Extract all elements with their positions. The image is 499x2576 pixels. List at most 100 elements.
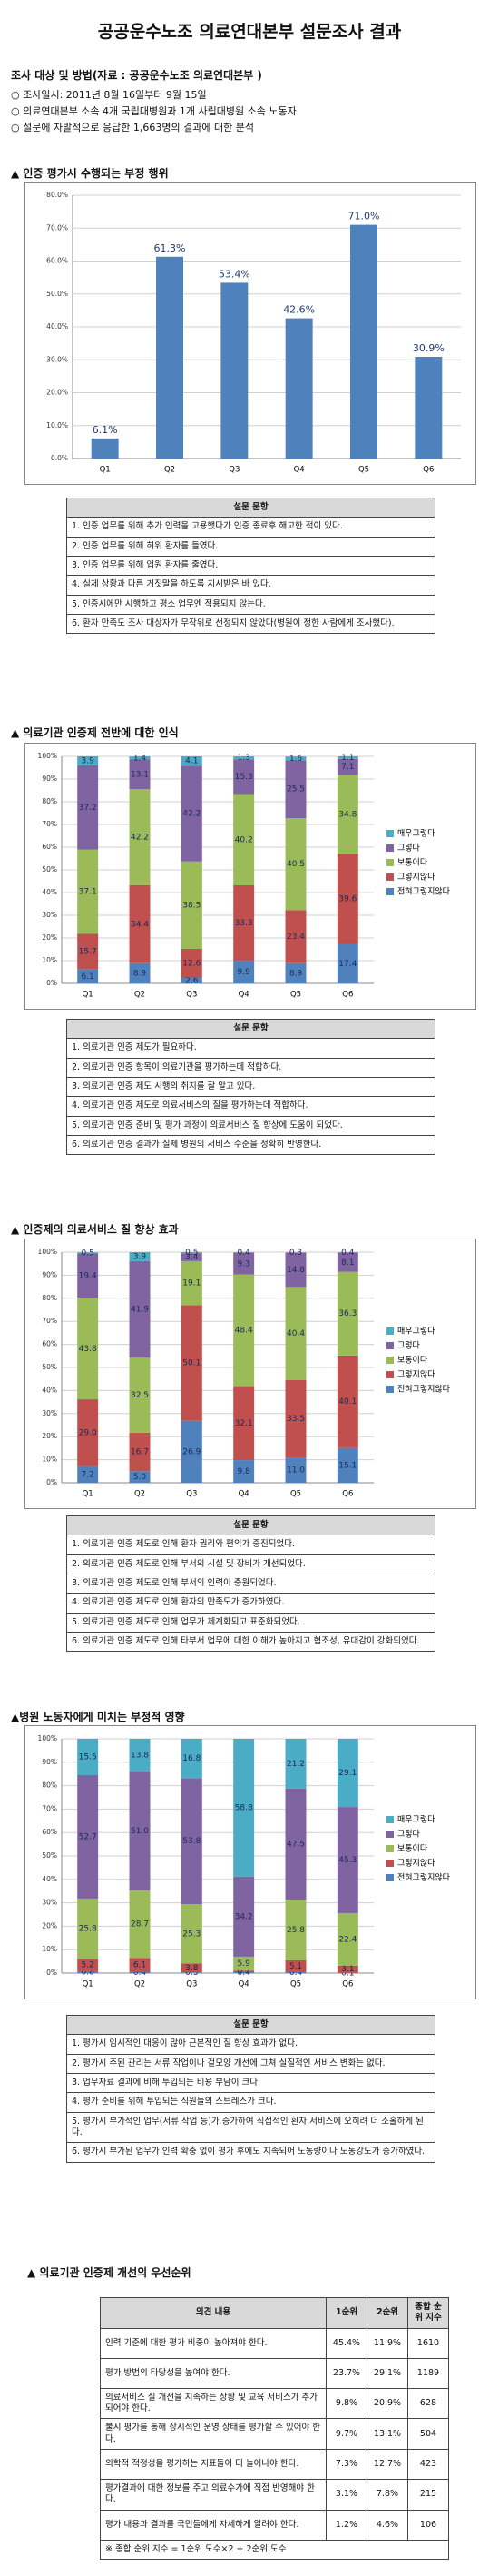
number-cell: 1610: [407, 2327, 449, 2359]
value-label: 7.2: [82, 1470, 94, 1479]
bar-segment: [181, 1739, 202, 1779]
bar-segment: [77, 1898, 99, 1959]
value-label: 0.4: [289, 1969, 303, 1978]
bar-segment: [233, 1460, 255, 1483]
value-label: 1.6: [289, 755, 303, 764]
bar-segment: [233, 1971, 255, 1973]
bar-segment: [129, 1260, 151, 1358]
y-tick-label: 100%: [38, 1734, 57, 1742]
value-label: 4.1: [185, 757, 198, 766]
legend-label: 매우그렇다: [397, 1815, 435, 1825]
value-label: 0.3: [289, 1249, 302, 1258]
bar-segment: [77, 1970, 99, 1973]
question-item: 6. 의료기관 인증 제도로 인해 타부서 업무에 대한 이해가 높아지고 협조…: [66, 1632, 435, 1653]
bar: [415, 356, 443, 459]
number-cell: 1.2%: [326, 2509, 367, 2541]
x-tick-label: Q4: [239, 1980, 250, 1989]
question-table: 설문 문항 1. 의료기관 인증 제도가 필요하다. 2. 의료기관 인증 항목이 …: [66, 1018, 435, 1156]
value-label: 0.4: [133, 1969, 147, 1978]
bar-segment: [129, 1471, 151, 1483]
table-row: 3. 인증 업무를 위해 입원 환자를 줄였다.: [66, 556, 435, 577]
bar-segment: [285, 760, 307, 818]
priority-table: 의견 내용 1순위 2순위 종합 순위 지수 인력 기준에 대한 평가 비중이 높아져야…: [100, 2297, 449, 2561]
legend-label: 그렇다: [397, 1830, 421, 1840]
table-row: 의료서비스 질 개선을 지속하는 상황 및 교육 서비스가 추가되어야 한다. 9…: [100, 2387, 449, 2420]
bar-segment: [181, 1904, 202, 1964]
column-header: 2순위: [367, 2297, 408, 2329]
legend-swatch: [386, 830, 394, 837]
bar-segment: [285, 1959, 307, 1972]
opinion-cell: 의료서비스 질 개선을 지속하는 상황 및 교육 서비스가 추가되어야 한다.: [100, 2387, 327, 2420]
bar-segment: [337, 1253, 358, 1272]
value-label: 5.9: [238, 1959, 251, 1969]
value-label: 0.4: [341, 1249, 355, 1258]
value-label: 21.2: [287, 1760, 305, 1769]
value-label: 9.3: [238, 1259, 250, 1268]
bar: [156, 256, 183, 459]
number-cell: 13.1%: [367, 2418, 408, 2451]
section-heading: ▲병원 노동자에게 미치는 부정적 영향: [11, 1711, 185, 1723]
value-label: 40.4: [287, 1329, 305, 1338]
bar-segment: [77, 756, 99, 765]
question-item: 4. 의료기관 인증 제도로 인해 환자의 만족도가 증가하였다.: [66, 1593, 435, 1614]
value-label: 0.3: [185, 1969, 198, 1978]
question-item: 3. 의료기관 인증 제도 시행의 취지를 잘 알고 있다.: [66, 1077, 435, 1098]
value-label: 45.3: [338, 1856, 357, 1865]
value-label: 47.5: [287, 1840, 305, 1849]
x-tick-label: Q4: [294, 466, 305, 475]
y-tick-label: 60%: [42, 1340, 57, 1348]
number-cell: 7.3%: [326, 2449, 367, 2481]
chart-box: 0.0% 10.0% 20.0% 30.0% 40.0% 50.0% 60.0% 70.0% 8…: [24, 182, 476, 485]
question-item: 5. 평가시 부가적인 업무(서류 작업 등)가 증가하여 직접적인 환자 서비…: [66, 2111, 435, 2144]
table-header-row: 설문 문항: [66, 1018, 435, 1040]
number-cell: 11.9%: [367, 2327, 408, 2359]
value-label: 38.5: [182, 901, 201, 910]
y-tick-label: 80%: [42, 797, 57, 805]
column-header: 종합 순위 지수: [407, 2297, 449, 2329]
table-row: 1. 평가시 임시적인 대응이 많아 근본적인 질 향상 효과가 없다.: [66, 2034, 435, 2055]
y-tick-label: 40.0%: [46, 322, 68, 331]
bar-segment: [337, 1355, 358, 1448]
table-row: 평가 내용과 결과를 국민들에게 자세하게 알려야 한다. 1.2% 4.6% 106: [100, 2509, 449, 2541]
number-cell: 1189: [407, 2357, 449, 2389]
value-label: 23.4: [287, 933, 305, 942]
value-label: 8.9: [289, 969, 303, 978]
value-label: 1.3: [238, 754, 250, 763]
value-label: 13.1: [131, 770, 149, 779]
legend-swatch: [386, 1371, 394, 1378]
value-label: 42.6%: [283, 304, 315, 316]
question-item: 3. 의료기관 인증 제도로 인해 부서의 인력이 충원되었다.: [66, 1574, 435, 1594]
legend-label: 그렇다: [397, 844, 421, 854]
legend-label: 전혀그렇지않다: [397, 1385, 451, 1395]
bar-segment: [285, 962, 307, 983]
legend-label: 전혀그렇지않다: [397, 1873, 451, 1883]
value-label: 25.3: [182, 1930, 201, 1939]
bar-segment: [233, 885, 255, 962]
value-label: 0.7: [238, 1968, 250, 1977]
value-label: 17.4: [338, 960, 357, 969]
legend-label: 그렇지않다: [397, 1859, 435, 1869]
legend-swatch: [386, 1845, 394, 1852]
y-tick-label: 30.0%: [46, 355, 68, 363]
x-tick-label: Q3: [186, 991, 197, 1000]
x-tick-label: Q3: [186, 1980, 197, 1989]
question-item: 5. 의료기관 인증 준비 및 평가 과정이 의료서비스 질 향상에 도움이 되…: [66, 1115, 435, 1137]
table-row: 5. 의료기관 인증 준비 및 평가 과정이 의료서비스 질 향상에 도움이 되…: [66, 1115, 435, 1137]
bar-segment: [77, 1466, 99, 1483]
section-heading: ▲ 의료기관 인증제 전반에 대한 인식: [11, 726, 179, 739]
legend-swatch: [386, 1831, 394, 1838]
x-tick-label: Q2: [134, 1980, 145, 1989]
y-tick-label: 70%: [42, 820, 57, 828]
value-label: 25.8: [79, 1925, 97, 1934]
question-table: 설문 문항 1. 의료기관 인증 제도로 인해 환자 권리와 편의가 증진되었다.…: [66, 1515, 435, 1653]
question-item: 2. 인증 업무를 위해 허위 환자를 들였다.: [66, 536, 435, 558]
table-row: 6. 환자 만족도 조사 대상자가 무작위로 선정되지 않았다(병원이 정한 사…: [66, 614, 435, 635]
question-item: 1. 인증 업무를 위해 추가 인력을 고용했다가 인증 종료후 해고한 적이 …: [66, 517, 435, 538]
question-item: 3. 업무자료 결과에 비해 투입되는 비용 부담이 크다.: [66, 2073, 435, 2094]
y-tick-label: 50%: [42, 1363, 57, 1371]
value-label: 15.3: [235, 773, 253, 782]
table-header-row: 설문 문항: [66, 2014, 435, 2036]
number-cell: 45.4%: [326, 2327, 367, 2359]
value-label: 1.4: [133, 754, 147, 763]
bar-segment: [285, 1379, 307, 1458]
